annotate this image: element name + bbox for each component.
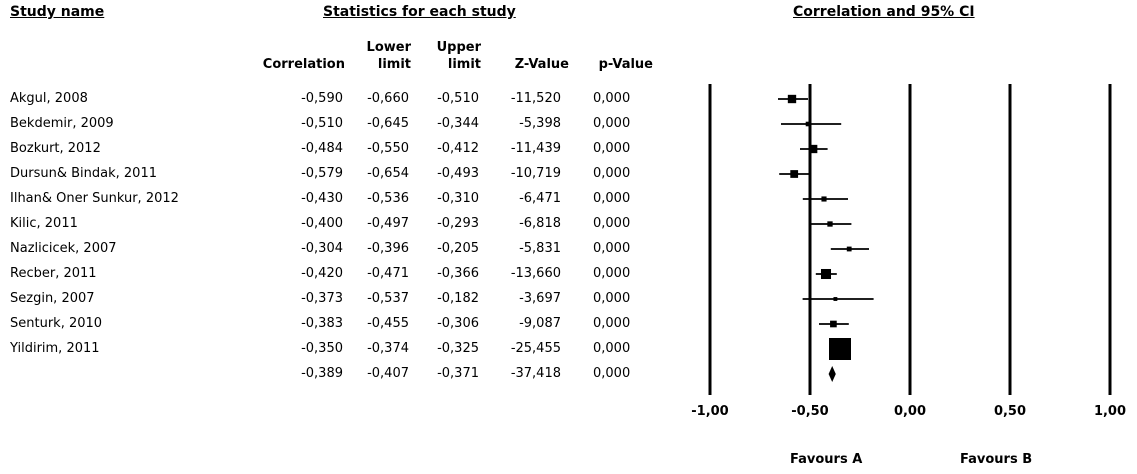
col-lower-limit: Lower limit bbox=[366, 40, 411, 72]
lower-cell: -0,536 bbox=[367, 191, 409, 206]
col-p-value: p-Value bbox=[598, 57, 653, 72]
study-marker bbox=[833, 297, 838, 301]
study-name-cell: Bozkurt, 2012 bbox=[10, 141, 101, 156]
z-cell: -6,818 bbox=[519, 216, 561, 231]
statistics-header: Statistics for each study bbox=[323, 4, 516, 20]
study-name-cell: Ilhan& Oner Sunkur, 2012 bbox=[10, 191, 179, 206]
favours-b-label: Favours B bbox=[960, 452, 1033, 467]
study-name-cell: Nazlicicek, 2007 bbox=[10, 241, 117, 256]
correlation-cell: -0,350 bbox=[301, 341, 343, 356]
study-marker bbox=[846, 246, 852, 252]
summary-diamond bbox=[828, 366, 836, 382]
lower-cell: -0,654 bbox=[367, 166, 409, 181]
favours-a-label: Favours A bbox=[790, 452, 863, 467]
study-name-cell: Yildirim, 2011 bbox=[10, 341, 100, 356]
lower-cell: -0,537 bbox=[367, 291, 409, 306]
study-marker bbox=[809, 144, 818, 154]
upper-cell: -0,182 bbox=[437, 291, 479, 306]
p-value-cell: 0,000 bbox=[593, 91, 631, 106]
z-cell: -10,719 bbox=[510, 166, 561, 181]
ci-header: Correlation and 95% CI bbox=[793, 4, 975, 20]
lower-cell: -0,455 bbox=[367, 316, 409, 331]
study-name-cell: Recber, 2011 bbox=[10, 266, 97, 281]
study-marker bbox=[830, 320, 837, 328]
study-name-header: Study name bbox=[10, 4, 105, 20]
z-cell: -11,439 bbox=[510, 141, 561, 156]
p-value-cell: 0,000 bbox=[593, 166, 631, 181]
x-tick-label: 0,50 bbox=[994, 404, 1026, 419]
x-tick-label: -0,50 bbox=[791, 404, 828, 419]
col-correlation: Correlation bbox=[262, 57, 345, 72]
correlation-cell: -0,590 bbox=[301, 91, 343, 106]
study-name-cell: Bekdemir, 2009 bbox=[10, 116, 114, 131]
study-marker bbox=[805, 121, 811, 127]
study-marker bbox=[821, 196, 827, 202]
correlation-cell: -0,304 bbox=[301, 241, 343, 256]
z-cell: -5,831 bbox=[519, 241, 561, 256]
summary-correlation-cell: -0,389 bbox=[301, 366, 343, 381]
study-name-cell: Kilic, 2011 bbox=[10, 216, 78, 231]
summary-upper-cell: -0,371 bbox=[437, 366, 479, 381]
col-z-value: Z-Value bbox=[514, 57, 569, 72]
upper-cell: -0,293 bbox=[437, 216, 479, 231]
study-marker bbox=[827, 221, 833, 227]
correlation-cell: -0,373 bbox=[301, 291, 343, 306]
study-name-cell: Sezgin, 2007 bbox=[10, 291, 95, 306]
upper-cell: -0,366 bbox=[437, 266, 479, 281]
upper-cell: -0,325 bbox=[437, 341, 479, 356]
study-name-cell: Akgul, 2008 bbox=[10, 91, 88, 106]
study-marker bbox=[790, 170, 799, 178]
correlation-cell: -0,400 bbox=[301, 216, 343, 231]
upper-cell: -0,205 bbox=[437, 241, 479, 256]
z-cell: -13,660 bbox=[510, 266, 561, 281]
p-value-cell: 0,000 bbox=[593, 316, 631, 331]
p-value-cell: 0,000 bbox=[593, 216, 631, 231]
p-value-cell: 0,000 bbox=[593, 191, 631, 206]
upper-cell: -0,344 bbox=[437, 116, 479, 131]
upper-cell: -0,306 bbox=[437, 316, 479, 331]
lower-cell: -0,471 bbox=[367, 266, 409, 281]
correlation-cell: -0,420 bbox=[301, 266, 343, 281]
summary-lower-cell: -0,407 bbox=[367, 366, 409, 381]
z-cell: -9,087 bbox=[519, 316, 561, 331]
summary-p-value-cell: 0,000 bbox=[593, 366, 631, 381]
p-value-cell: 0,000 bbox=[593, 116, 631, 131]
z-cell: -11,520 bbox=[510, 91, 561, 106]
z-cell: -5,398 bbox=[519, 116, 561, 131]
x-tick-label: -1,00 bbox=[691, 404, 728, 419]
correlation-cell: -0,430 bbox=[301, 191, 343, 206]
correlation-cell: -0,579 bbox=[301, 166, 343, 181]
lower-cell: -0,550 bbox=[367, 141, 409, 156]
p-value-cell: 0,000 bbox=[593, 341, 631, 356]
p-value-cell: 0,000 bbox=[593, 141, 631, 156]
study-marker bbox=[820, 268, 832, 280]
z-cell: -25,455 bbox=[510, 341, 561, 356]
lower-cell: -0,396 bbox=[367, 241, 409, 256]
summary-z-cell: -37,418 bbox=[510, 366, 561, 381]
study-marker bbox=[829, 338, 851, 360]
x-tick-label: 0,00 bbox=[894, 404, 926, 419]
correlation-cell: -0,484 bbox=[301, 141, 343, 156]
study-name-cell: Senturk, 2010 bbox=[10, 316, 103, 331]
study-name-cell: Dursun& Bindak, 2011 bbox=[10, 166, 157, 181]
lower-cell: -0,645 bbox=[367, 116, 409, 131]
p-value-cell: 0,000 bbox=[593, 266, 631, 281]
correlation-cell: -0,383 bbox=[301, 316, 343, 331]
col-upper-limit: Upper limit bbox=[436, 40, 481, 72]
lower-cell: -0,374 bbox=[367, 341, 409, 356]
upper-cell: -0,310 bbox=[437, 191, 479, 206]
lower-cell: -0,497 bbox=[367, 216, 409, 231]
z-cell: -6,471 bbox=[519, 191, 561, 206]
z-cell: -3,697 bbox=[519, 291, 561, 306]
study-marker bbox=[787, 94, 797, 104]
correlation-cell: -0,510 bbox=[301, 116, 343, 131]
p-value-cell: 0,000 bbox=[593, 241, 631, 256]
x-tick-label: 1,00 bbox=[1094, 404, 1126, 419]
lower-cell: -0,660 bbox=[367, 91, 409, 106]
upper-cell: -0,412 bbox=[437, 141, 479, 156]
upper-cell: -0,510 bbox=[437, 91, 479, 106]
p-value-cell: 0,000 bbox=[593, 291, 631, 306]
upper-cell: -0,493 bbox=[437, 166, 479, 181]
